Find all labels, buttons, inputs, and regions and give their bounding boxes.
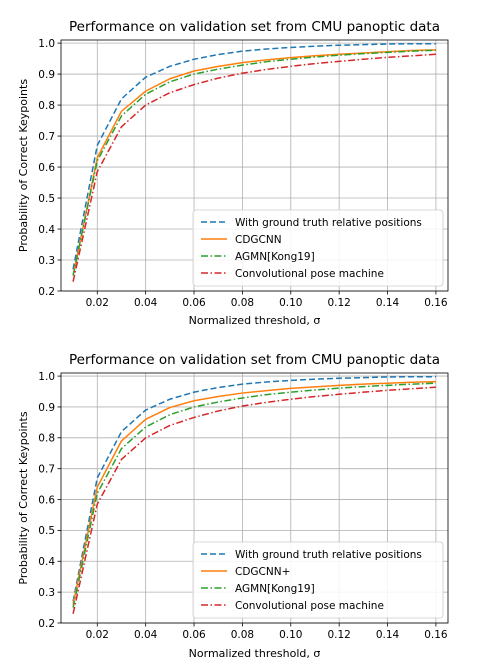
x-tick-label: 0.12 — [327, 629, 350, 641]
legend-label-1: With ground truth relative positions — [235, 217, 422, 229]
chart-top: 0.02 0.04 0.06 0.08 0.10 0.12 0.14 0.16 0.2 0.3 0.… — [17, 19, 449, 327]
series-line-3 — [72, 49, 436, 276]
legend-box — [192, 541, 444, 619]
y-tick-label: 0.7 — [38, 131, 55, 143]
x-tick-label: 0.14 — [376, 297, 400, 309]
y-tick-label: 0.2 — [38, 618, 55, 630]
x-tick-label: 0.06 — [182, 297, 206, 309]
x-axis-label: Normalized threshold, σ — [189, 647, 321, 660]
axes-frame — [60, 39, 449, 292]
legend: With ground truth relative positions CDGC… — [192, 209, 444, 287]
x-tick-label: 0.10 — [279, 629, 302, 641]
x-tick-label: 0.16 — [424, 297, 448, 309]
y-tick-label: 0.7 — [38, 463, 55, 475]
x-tick-label: 0.06 — [182, 629, 206, 641]
y-tick-label: 0.8 — [38, 433, 55, 445]
x-tick-label: 0.08 — [231, 297, 254, 309]
x-tick-label: 0.14 — [376, 629, 400, 641]
y-tick-label: 0.5 — [38, 525, 55, 537]
chart-title: Performance on validation set from CMU p… — [69, 352, 440, 368]
legend-label-2: CDGCNN+ — [235, 566, 290, 578]
y-tick-label: 0.4 — [38, 224, 55, 236]
x-tick-label: 0.16 — [424, 629, 448, 641]
y-tick-label: 0.4 — [38, 556, 55, 568]
y-axis-label: Probability of Correct Keypoints — [17, 79, 30, 252]
series-line-2 — [72, 380, 436, 605]
x-tick-label: 0.10 — [279, 297, 302, 309]
y-tick-label: 0.3 — [38, 255, 55, 267]
legend-label-3: AGMN[Kong19] — [235, 583, 315, 595]
y-tick-label: 0.2 — [38, 286, 55, 298]
y-tick-label: 0.9 — [38, 402, 55, 414]
x-axis-label: Normalized threshold, σ — [189, 314, 321, 327]
series-line-1 — [72, 42, 436, 270]
x-tick-label: 0.12 — [327, 297, 350, 309]
y-tick-label: 0.3 — [38, 587, 55, 599]
y-tick-label: 1.0 — [38, 371, 55, 383]
legend: With ground truth relative positions CDGC… — [192, 541, 444, 619]
y-tick-label: 0.6 — [38, 494, 55, 506]
series-line-1 — [72, 375, 436, 602]
chart-bottom: 0.02 0.04 0.06 0.08 0.10 0.12 0.14 0.16 0.2 0.3 0.… — [17, 352, 449, 660]
legend-label-2: CDGCNN — [235, 234, 282, 246]
x-tick-label: 0.02 — [86, 629, 109, 641]
legend-label-4: Convolutional pose machine — [235, 600, 384, 612]
y-tick-label: 1.0 — [38, 38, 55, 50]
y-axis-label: Probability of Correct Keypoints — [17, 411, 30, 584]
series-line-4 — [72, 386, 436, 614]
legend-label-4: Convolutional pose machine — [235, 268, 384, 280]
y-tick-label: 0.8 — [38, 100, 55, 112]
series-line-4 — [72, 53, 436, 282]
y-tick-label: 0.5 — [38, 193, 55, 205]
chart-title: Performance on validation set from CMU p… — [69, 19, 440, 35]
series-line-3 — [72, 382, 436, 608]
axes-frame — [60, 372, 449, 624]
legend-box — [192, 209, 444, 287]
x-tick-label: 0.08 — [231, 629, 254, 641]
x-tick-label: 0.04 — [134, 629, 158, 641]
y-tick-label: 0.9 — [38, 69, 55, 81]
legend-label-1: With ground truth relative positions — [235, 549, 422, 561]
x-tick-label: 0.02 — [86, 297, 109, 309]
x-tick-label: 0.04 — [134, 297, 158, 309]
legend-label-3: AGMN[Kong19] — [235, 251, 315, 263]
y-tick-label: 0.6 — [38, 162, 55, 174]
